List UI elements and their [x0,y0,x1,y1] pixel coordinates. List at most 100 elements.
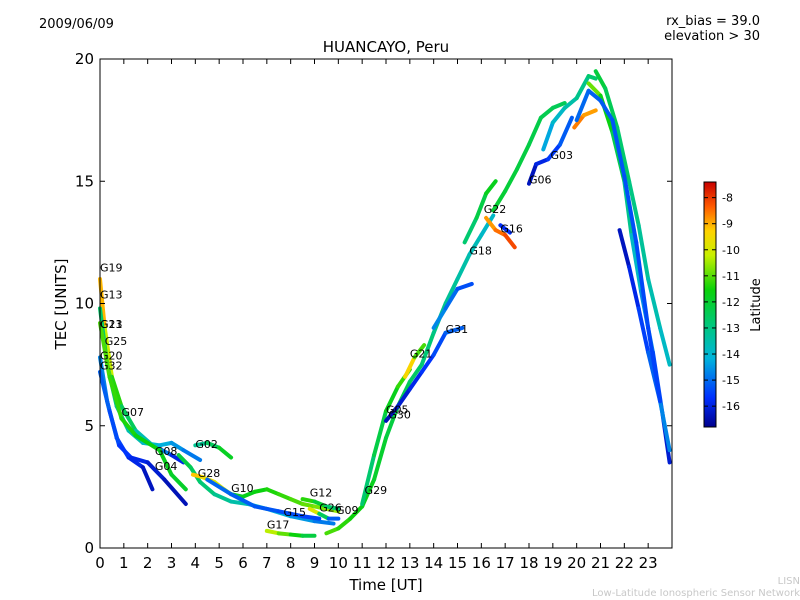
track-segment [205,477,234,497]
credit-long: Low-Latitude Ionospheric Sensor Network [592,588,800,599]
x-tick-label: 12 [376,554,395,572]
track-segment [412,343,427,360]
rx-bias-label: rx_bias = 39.0 [666,14,760,29]
colorbar-tick-label: -8 [722,192,733,205]
track-segment [169,472,188,492]
track-segment [462,215,479,245]
x-tick-label: 13 [400,554,419,572]
track-segment [407,362,424,384]
track-segment [198,479,217,497]
satellite-label: G11 [100,318,123,331]
track-segment [276,509,305,519]
track-segment [498,223,512,235]
satellite-label: G03 [550,149,573,162]
track-segment [419,330,436,367]
track-segment [181,448,203,462]
satellite-label: G08 [155,445,178,458]
x-tick-label: 22 [615,554,634,572]
track-segment [527,115,543,147]
satellite-track [193,440,234,460]
track-segment [627,264,641,311]
track-segment [107,409,122,448]
satellite-track [98,321,188,492]
y-tick-label: 10 [75,295,94,313]
track-segment [133,433,162,453]
track-segment [574,74,591,101]
satellite-label: G30 [388,408,411,421]
x-tick-label: 9 [310,554,320,572]
satellite-label: G06 [529,174,552,187]
satellite-label: G22 [484,203,507,216]
track-segment [300,497,317,504]
satellite-label: G13 [100,289,123,302]
x-tick-label: 7 [262,554,272,572]
colorbar-ticks: -8 -9 -10 -11 -12 -13 -14 -15 -16 [704,192,740,413]
satellite-track [307,506,341,521]
satellite-label: G16 [500,223,523,236]
colorbar [703,181,717,428]
track-segment [636,306,651,355]
track-segment [384,384,400,414]
track-segment [503,233,517,250]
track-segment [550,101,567,110]
track-segment [581,108,598,118]
x-tick-label: 14 [424,554,443,572]
track-segment [617,228,632,269]
track-segment [119,416,138,438]
track-segment [348,504,365,521]
track-segment [288,497,305,506]
satellite-track [229,487,341,514]
track-segment [324,504,341,511]
track-segment [162,477,188,506]
track-segment [419,352,436,374]
track-segment [264,528,281,536]
track-segment [491,189,508,213]
satellite-label: G15 [284,506,307,519]
x-tick-label: 15 [448,554,467,572]
track-segment [360,453,377,506]
satellite-track [324,213,496,536]
track-segment [479,213,496,238]
track-segment [241,489,257,499]
track-segment [169,440,186,453]
track-segment [636,223,651,282]
satellite-track [205,477,322,521]
track-segment [593,69,608,91]
colorbar-label: Latitude [749,278,764,332]
track-segment [312,504,329,511]
satellite-track [541,74,598,152]
track-segment [431,330,448,357]
satellite-track [491,101,567,213]
track-segment [193,440,210,448]
track-segment [217,445,234,460]
track-segment [610,118,627,179]
x-tick-label: 3 [167,554,177,572]
x-axis-label: Time [UT] [348,576,422,594]
track-segment [443,277,460,306]
satellite-label: G28 [198,467,221,480]
track-segment [403,355,417,379]
track-segment [140,465,155,492]
track-segment [431,306,448,330]
date-label: 2009/06/09 [39,17,114,32]
track-segment [169,453,186,465]
colorbar-tick-label: -14 [722,348,740,361]
track-segment [586,74,598,81]
x-tick-label: 0 [95,554,105,572]
satellite-track [527,115,574,186]
track-segment [176,453,193,470]
x-tick-label: 18 [519,554,538,572]
satellite-label: G09 [336,504,359,517]
satellite-track [572,108,598,130]
x-tick-label: 5 [214,554,224,572]
track-segment [515,142,531,172]
satellite-label: G17 [267,518,290,531]
x-tick-label: 10 [329,554,348,572]
satellite-label: G23 [100,318,123,331]
satellite-label: G18 [469,245,492,258]
track-segment [443,286,460,311]
track-segment [264,487,281,497]
track-segment [541,120,555,152]
track-segment [119,404,138,433]
track-segment [300,514,322,521]
